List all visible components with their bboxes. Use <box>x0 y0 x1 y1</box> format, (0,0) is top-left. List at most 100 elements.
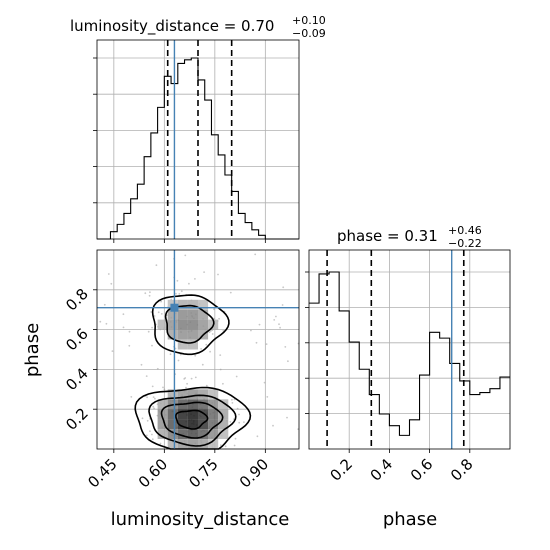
scatter-point <box>278 323 280 326</box>
density-cell <box>187 419 198 429</box>
density-cell <box>187 339 198 350</box>
frame-phase-histogram <box>308 249 511 450</box>
scatter-point <box>284 346 287 348</box>
scatter-point <box>148 294 151 297</box>
scatter-point <box>211 329 214 331</box>
scatter-point <box>255 341 258 344</box>
scatter-point <box>130 396 133 398</box>
scatter-point <box>176 279 179 282</box>
density-cell <box>157 409 168 420</box>
scatter-point <box>178 293 181 295</box>
scatter-point <box>153 315 156 317</box>
scatter-point <box>151 433 153 436</box>
scatter-point <box>281 304 284 306</box>
density-cell <box>177 319 188 330</box>
density-cell <box>208 429 219 439</box>
scatter-point <box>229 291 232 294</box>
density-cell <box>198 439 209 449</box>
scatter-point <box>213 308 215 311</box>
scatter-point <box>266 396 269 398</box>
scatter-point <box>153 407 156 410</box>
scatter-point <box>122 313 125 316</box>
contour-0-1 <box>160 401 224 439</box>
density-cell <box>167 419 178 429</box>
scatter-point <box>128 330 131 333</box>
contour-0-0 <box>175 409 209 430</box>
density-cell <box>157 399 168 410</box>
density-cell <box>218 399 229 410</box>
scatter-point <box>146 396 149 399</box>
density-cell <box>167 389 178 400</box>
scatter-point <box>205 384 208 387</box>
scatter-point <box>211 333 214 335</box>
title-luminosity-distance: luminosity_distance = 0.70 <box>70 17 274 36</box>
scatter-point <box>222 382 224 385</box>
scatter-point <box>286 416 288 419</box>
density-cell <box>177 309 188 320</box>
scatter-point <box>159 442 162 445</box>
tick-label-x-ld-2: 0.75 <box>185 455 221 491</box>
density-cell <box>187 389 198 400</box>
density-cell <box>187 409 198 420</box>
scatter-point <box>147 330 150 333</box>
scatter-point <box>169 353 172 356</box>
scatter-point <box>219 444 222 447</box>
density-cell <box>218 409 229 420</box>
scatter-point <box>177 359 180 362</box>
density-cell <box>167 429 178 439</box>
density-cell <box>208 409 219 420</box>
scatter-point <box>231 398 233 401</box>
scatter-point <box>146 419 149 422</box>
scatter-point <box>163 388 166 391</box>
scatter-point <box>208 331 211 334</box>
density-cell <box>208 419 219 429</box>
tick-label-x-phase-2: 0.6 <box>407 455 437 485</box>
title-luminosity-distance-plus: +0.10 <box>292 14 326 27</box>
tick-label-y-phase-2: 0.6 <box>62 325 92 355</box>
scatter-point <box>273 319 276 321</box>
scatter-point <box>156 367 159 370</box>
density-cell <box>187 329 198 340</box>
scatter-point <box>275 315 277 318</box>
density-cell <box>177 419 188 429</box>
title-phase-minus: −0.22 <box>448 237 482 250</box>
tick-label-x-phase-3: 0.8 <box>447 455 477 485</box>
frame-2d-density <box>96 249 300 450</box>
density-cell <box>167 439 178 449</box>
scatter-point <box>250 329 252 332</box>
scatter-point <box>175 292 177 295</box>
contour-1-3 <box>151 294 230 356</box>
density-cell <box>208 399 219 410</box>
scatter-point <box>160 300 163 303</box>
scatter-point <box>154 397 156 400</box>
scatter-point <box>107 273 110 275</box>
density-cell <box>177 409 188 420</box>
scatter-point <box>179 353 182 356</box>
scatter-point <box>111 350 114 352</box>
scatter-point <box>122 326 125 329</box>
tick-label-y-phase-0: 0.2 <box>62 404 92 434</box>
scatter-point <box>145 434 148 437</box>
density-cell <box>167 319 178 330</box>
scatter-point <box>184 254 187 257</box>
scatter-point <box>229 421 232 423</box>
contour-0-2 <box>148 394 237 447</box>
scatter-point <box>157 311 160 314</box>
scatter-point <box>105 322 108 325</box>
scatter-point <box>99 320 102 323</box>
scatter-point <box>279 326 281 329</box>
x-axis-label-phase: phase <box>383 509 437 530</box>
scatter-point <box>233 398 236 401</box>
scatter-point <box>180 290 183 293</box>
scatter-point <box>194 376 197 379</box>
histogram-phase <box>309 271 510 436</box>
contour-0-3 <box>134 386 252 450</box>
title-phase: phase = 0.31 <box>337 227 438 245</box>
density-cell <box>187 399 198 410</box>
density-cell <box>157 319 168 330</box>
scatter-point <box>194 354 197 357</box>
tick-label-x-ld-3: 0.90 <box>236 455 272 491</box>
density-cell <box>198 429 209 439</box>
scatter-point <box>235 375 238 378</box>
